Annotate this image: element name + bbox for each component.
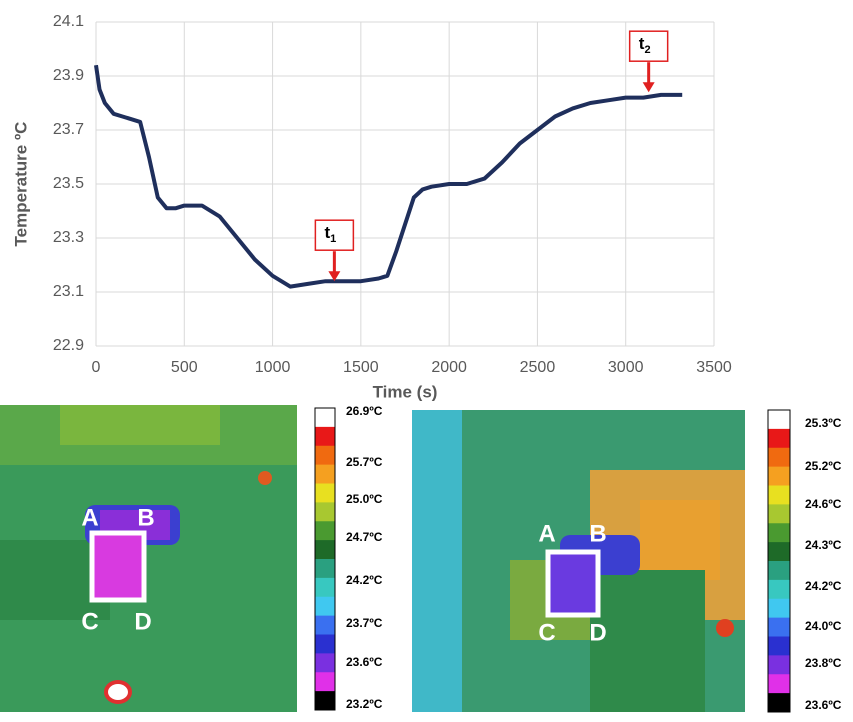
annotation-label: t2 (639, 35, 651, 56)
colorbar-segment (315, 483, 335, 503)
colorbar-segment (768, 655, 790, 675)
colorbar-segment (315, 691, 335, 711)
colorbar-label: 24.2ºC (346, 573, 383, 587)
annotation-subscript: 2 (644, 44, 650, 56)
thermal-image-left (0, 405, 297, 712)
annotation-subscript: 1 (330, 233, 336, 245)
x-tick-label: 3000 (608, 359, 644, 376)
colorbar-label: 25.0ºC (346, 492, 383, 506)
colorbar-segment (315, 559, 335, 579)
y-tick-label: 24.1 (53, 13, 84, 30)
colorbar-label: 24.6ºC (805, 497, 842, 511)
point-label: D (589, 619, 606, 646)
thermal-image-right (412, 410, 745, 712)
colorbar-segment (768, 447, 790, 468)
colorbar-segment (315, 445, 335, 466)
colorbar-label: 24.7ºC (346, 530, 383, 544)
colorbar-label: 26.9ºC (346, 404, 383, 418)
point-label: A (538, 520, 555, 547)
colorbar-segment (315, 672, 335, 692)
colorbar-segment (315, 540, 335, 560)
colorbar-segment (315, 502, 335, 522)
colorbar-segment (768, 617, 790, 637)
colorbar-segment (768, 598, 790, 619)
x-axis-label: Time (s) (373, 382, 438, 401)
x-tick-label: 0 (92, 359, 101, 376)
colorbar-label: 24.3ºC (805, 538, 842, 552)
colorbar-segment (315, 521, 335, 541)
colorbar-frame (314, 407, 336, 711)
annotation-text: t (324, 224, 330, 243)
annotation-box (628, 30, 669, 62)
point-label: B (137, 504, 154, 531)
colorbar-label: 25.7ºC (346, 455, 383, 469)
y-tick-label: 23.7 (53, 121, 84, 138)
colorbar-frame (767, 409, 791, 713)
colorbar-label: 25.2ºC (805, 459, 842, 473)
colorbar-label: 23.2ºC (346, 697, 383, 711)
colorbar-segment (315, 577, 335, 598)
x-tick-label: 1000 (255, 359, 291, 376)
colorbar-label: 23.6ºC (805, 698, 842, 712)
y-tick-label: 22.9 (53, 337, 84, 354)
annotation-label: t1 (324, 224, 336, 245)
colorbar-segment (315, 408, 335, 428)
annotation-arrowhead (328, 271, 341, 282)
point-label: D (134, 608, 151, 635)
colorbar-segment (768, 466, 790, 486)
colorbar-label: 23.7ºC (346, 616, 383, 630)
point-label: C (81, 608, 98, 635)
x-tick-label: 1500 (343, 359, 379, 376)
colorbar-segment (768, 674, 790, 694)
colorbar-label: 24.0ºC (805, 619, 842, 633)
colorbar-segment (315, 634, 335, 654)
colorbar-segment (315, 464, 335, 484)
x-tick-label: 2000 (431, 359, 467, 376)
point-label: A (81, 504, 98, 531)
colorbar-segment (768, 693, 790, 713)
colorbar-segment (768, 523, 790, 543)
x-tick-label: 500 (171, 359, 198, 376)
x-tick-label: 3500 (696, 359, 732, 376)
colorbar-segment (768, 561, 790, 581)
colorbar-label: 23.6ºC (346, 655, 383, 669)
y-tick-label: 23.9 (53, 67, 84, 84)
x-tick-label: 2500 (520, 359, 556, 376)
data-line (94, 64, 683, 289)
y-tick-label: 23.5 (53, 175, 84, 192)
colorbar-segment (315, 426, 335, 447)
colorbar-segment (768, 504, 790, 524)
y-tick-label: 23.1 (53, 283, 84, 300)
colorbar-segment (315, 615, 335, 635)
colorbar-segment (768, 485, 790, 505)
annotation-text: t (639, 35, 645, 54)
annotation-arrowhead (642, 82, 655, 93)
colorbar-segment (768, 636, 790, 656)
y-axis-label: Temperature ºC (11, 122, 30, 247)
annotation-box (314, 219, 355, 251)
y-tick-label: 23.3 (53, 229, 84, 246)
colorbar-label: 24.2ºC (805, 579, 842, 593)
colorbar-segment (315, 653, 335, 673)
point-label: B (589, 520, 606, 547)
point-label: C (538, 619, 555, 646)
colorbar-label: 25.3ºC (805, 416, 842, 430)
colorbar-segment (315, 596, 335, 617)
colorbar-segment (768, 410, 790, 430)
colorbar-segment (768, 579, 790, 600)
colorbar-segment (768, 542, 790, 562)
colorbar-segment (768, 428, 790, 449)
colorbar-label: 23.8ºC (805, 656, 842, 670)
